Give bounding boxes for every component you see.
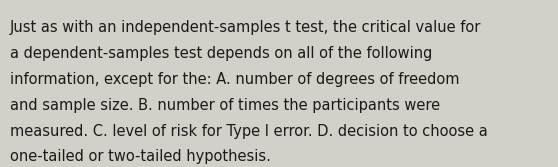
Text: one-tailed or two-tailed hypothesis.: one-tailed or two-tailed hypothesis. [10,149,271,164]
Text: information, except for the: A. number of degrees of freedom: information, except for the: A. number o… [10,72,460,87]
Text: a dependent-samples test depends on all of the following: a dependent-samples test depends on all … [10,46,432,61]
Text: and sample size. B. number of times the participants were: and sample size. B. number of times the … [10,98,440,113]
Text: measured. C. level of risk for Type I error. D. decision to choose a: measured. C. level of risk for Type I er… [10,124,488,139]
Text: Just as with an independent-samples t test, the critical value for: Just as with an independent-samples t te… [10,20,482,35]
